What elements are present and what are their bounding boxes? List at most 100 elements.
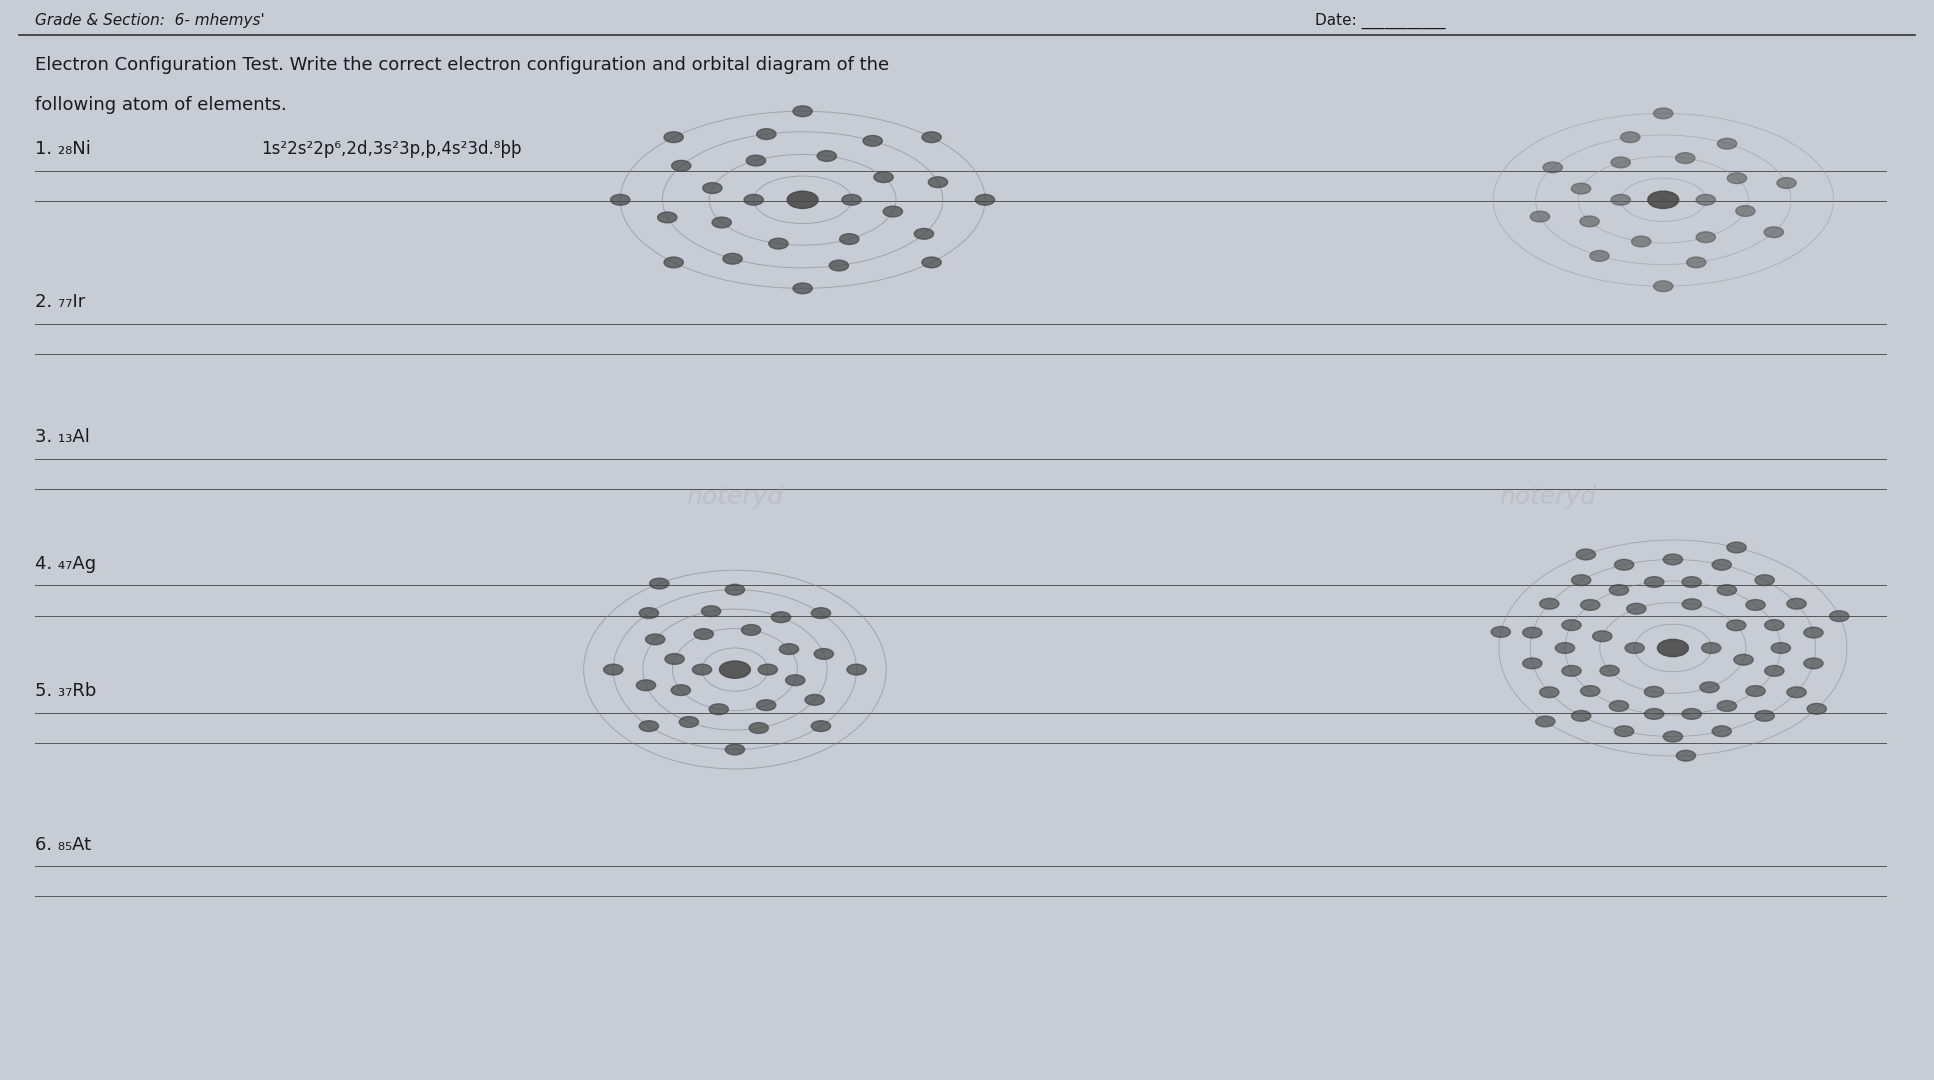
Circle shape — [1530, 212, 1549, 222]
Circle shape — [1621, 132, 1640, 143]
Circle shape — [768, 239, 787, 249]
Text: following atom of elements.: following atom of elements. — [35, 96, 286, 113]
Circle shape — [1536, 716, 1555, 727]
Circle shape — [1754, 575, 1773, 585]
Circle shape — [1576, 549, 1596, 559]
Circle shape — [884, 206, 903, 217]
Circle shape — [1611, 194, 1630, 205]
Text: Electron Configuration Test. Write the correct electron configuration and orbita: Electron Configuration Test. Write the c… — [35, 56, 890, 73]
Circle shape — [758, 664, 777, 675]
Circle shape — [1609, 701, 1628, 712]
Circle shape — [748, 723, 768, 733]
Circle shape — [863, 135, 882, 146]
Circle shape — [1727, 620, 1746, 631]
Circle shape — [1580, 599, 1599, 610]
Circle shape — [1683, 598, 1702, 609]
Circle shape — [1615, 559, 1634, 570]
Circle shape — [603, 664, 623, 675]
Circle shape — [1555, 643, 1574, 653]
Circle shape — [1543, 162, 1563, 173]
Circle shape — [1717, 584, 1737, 595]
Text: 5. ₃₇Rb: 5. ₃₇Rb — [35, 683, 97, 700]
Circle shape — [810, 608, 830, 619]
Circle shape — [1572, 575, 1592, 585]
Circle shape — [1625, 643, 1644, 653]
Circle shape — [1696, 232, 1715, 243]
Circle shape — [663, 132, 683, 143]
Circle shape — [1764, 227, 1783, 238]
Circle shape — [1590, 251, 1609, 261]
Circle shape — [658, 212, 677, 222]
Circle shape — [1686, 257, 1706, 268]
Circle shape — [787, 191, 818, 208]
Circle shape — [640, 608, 659, 619]
Circle shape — [1737, 205, 1756, 216]
Circle shape — [841, 194, 861, 205]
Circle shape — [1696, 194, 1715, 205]
Circle shape — [646, 634, 665, 645]
Circle shape — [1632, 237, 1652, 247]
Circle shape — [1539, 598, 1559, 609]
Circle shape — [745, 194, 764, 205]
Circle shape — [723, 254, 743, 265]
Circle shape — [1702, 643, 1721, 653]
Circle shape — [839, 233, 859, 244]
Circle shape — [1683, 577, 1702, 588]
Text: 3. ₁₃Al: 3. ₁₃Al — [35, 429, 89, 446]
Circle shape — [1772, 643, 1791, 653]
Circle shape — [741, 624, 760, 635]
Circle shape — [1570, 184, 1590, 194]
Circle shape — [805, 694, 824, 705]
Text: 6. ₈₅At: 6. ₈₅At — [35, 836, 91, 853]
Circle shape — [1675, 152, 1694, 163]
Circle shape — [810, 720, 830, 731]
Text: 1s²2s²2p⁶,2d,3s²3p,þ,4s²3d.⁸þþ: 1s²2s²2p⁶,2d,3s²3p,þ,4s²3d.⁸þþ — [261, 140, 522, 158]
Circle shape — [785, 675, 805, 686]
Circle shape — [1764, 620, 1783, 631]
Text: Grade & Section:  6- mhemys': Grade & Section: 6- mhemys' — [35, 13, 265, 28]
Text: 2. ₇₇Ir: 2. ₇₇Ir — [35, 294, 85, 311]
Circle shape — [928, 177, 948, 188]
Circle shape — [975, 194, 994, 205]
Text: noteryd: noteryd — [687, 485, 783, 509]
Circle shape — [650, 578, 669, 589]
Circle shape — [1648, 191, 1679, 208]
Circle shape — [1712, 559, 1731, 570]
Circle shape — [725, 584, 745, 595]
Circle shape — [1804, 627, 1824, 638]
Circle shape — [719, 661, 750, 678]
Circle shape — [1735, 654, 1754, 665]
Circle shape — [1644, 687, 1663, 698]
Circle shape — [1626, 604, 1646, 615]
Circle shape — [747, 156, 766, 166]
Circle shape — [779, 644, 799, 654]
Circle shape — [1580, 686, 1599, 697]
Circle shape — [640, 720, 659, 731]
Circle shape — [1599, 665, 1619, 676]
Circle shape — [1663, 731, 1683, 742]
Circle shape — [1683, 708, 1702, 719]
Circle shape — [1677, 751, 1696, 761]
Circle shape — [1644, 577, 1663, 588]
Circle shape — [847, 664, 866, 675]
Text: Date: ___________: Date: ___________ — [1315, 12, 1445, 29]
Circle shape — [1580, 216, 1599, 227]
Circle shape — [702, 606, 721, 617]
Circle shape — [1777, 177, 1797, 188]
Circle shape — [818, 150, 837, 161]
Circle shape — [1611, 157, 1630, 167]
Circle shape — [1572, 711, 1592, 721]
Circle shape — [1717, 701, 1737, 712]
Circle shape — [702, 183, 721, 193]
Circle shape — [1563, 665, 1582, 676]
Circle shape — [1804, 658, 1824, 669]
Circle shape — [1522, 658, 1541, 669]
Circle shape — [1712, 726, 1731, 737]
Circle shape — [1657, 639, 1688, 657]
Text: 1. ₂₈Ni: 1. ₂₈Ni — [35, 140, 91, 158]
Circle shape — [1654, 108, 1673, 119]
Circle shape — [1746, 599, 1766, 610]
Circle shape — [1539, 687, 1559, 698]
Circle shape — [1563, 620, 1582, 631]
Circle shape — [1727, 173, 1746, 184]
